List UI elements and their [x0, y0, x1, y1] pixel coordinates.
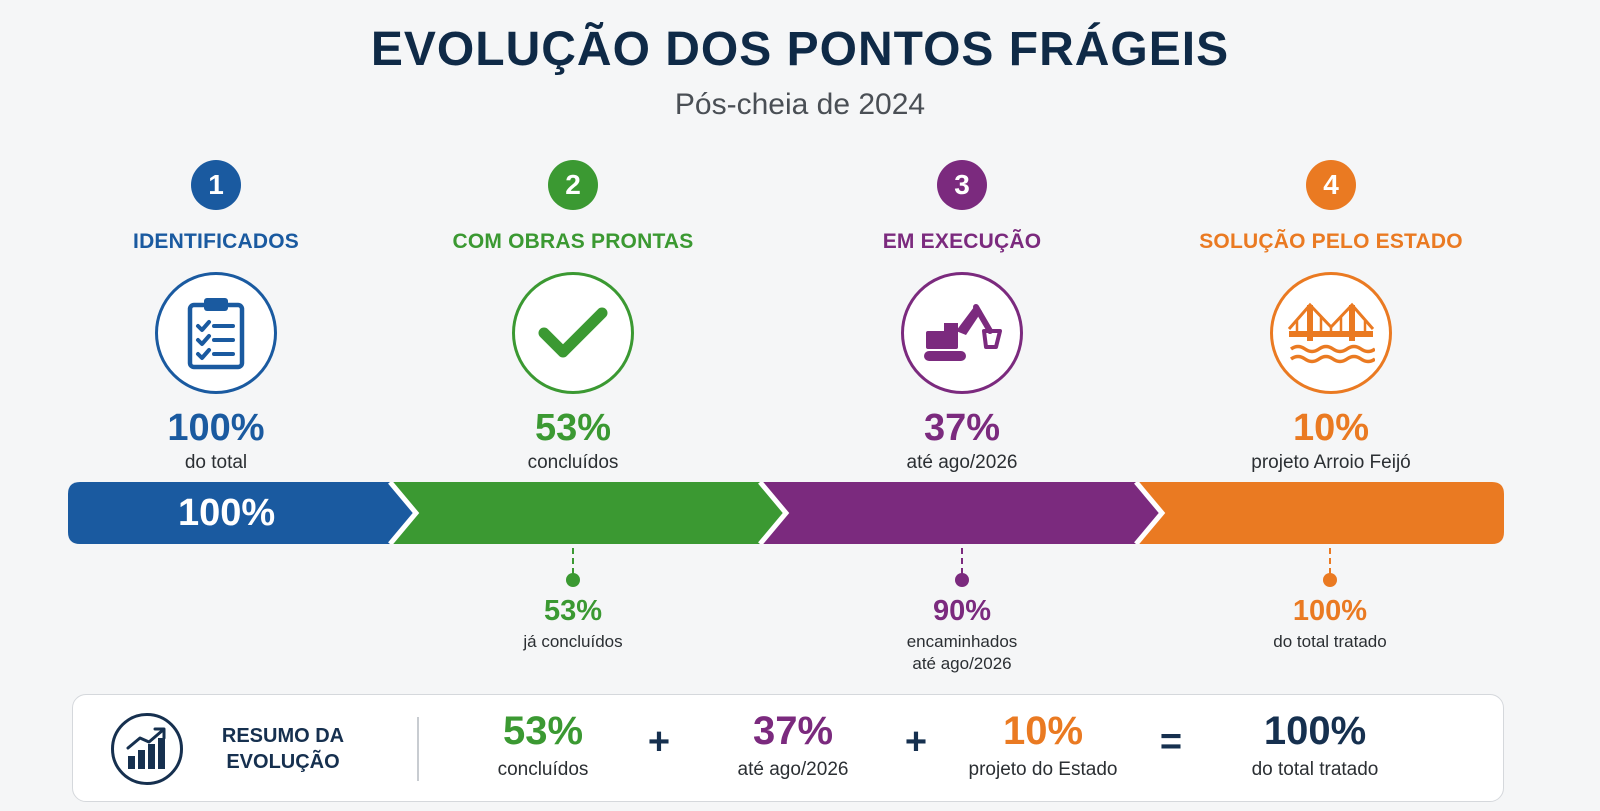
connector-encaminhados: 90% encaminhados até ago/2026: [862, 548, 1062, 675]
stage-identificados: 1 IDENTIFICADOS 100% do total: [36, 160, 396, 474]
stage-em-execucao: 3 EM EXECUÇÃO 37% até ago/2026: [782, 160, 1142, 474]
summary-item-total: 100% do total tratado: [1215, 709, 1415, 781]
stage-icon-circle: [901, 272, 1023, 394]
stage-label: IDENTIFICADOS: [133, 230, 299, 253]
connector-line: [1329, 548, 1331, 574]
stage-percent: 100%: [167, 407, 265, 449]
summary-label: do total tratado: [1251, 759, 1379, 780]
progress-bar-label: 100%: [178, 492, 276, 534]
connector-value: 53%: [543, 595, 603, 627]
connector-line: [572, 548, 574, 574]
summary-item-projeto-estado: 10% projeto do Estado: [943, 709, 1143, 781]
connector-label: do total tratado: [1273, 632, 1387, 651]
stage-percent: 53%: [534, 407, 612, 449]
stage-percent: 37%: [923, 407, 1001, 449]
growth-chart-icon: [126, 727, 166, 769]
clipboard-checklist-icon: [187, 298, 245, 370]
summary-icon-circle: [111, 713, 183, 785]
connector-line: [961, 548, 963, 574]
connector-label: encaminhados: [906, 632, 1018, 651]
summary-label: concluídos: [497, 759, 589, 780]
plus-operator: +: [647, 721, 671, 763]
page-title: EVOLUÇÃO DOS PONTOS FRÁGEIS: [370, 23, 1230, 76]
summary-divider: [417, 717, 419, 781]
bar-segment-blue: [68, 482, 416, 544]
connector-value: 90%: [932, 595, 992, 627]
connector-value: 100%: [1292, 595, 1368, 627]
stage-description: concluídos: [527, 452, 619, 473]
equals-operator: =: [1159, 721, 1183, 763]
stage-label: EM EXECUÇÃO: [882, 230, 1042, 253]
connector-concluidos: 53% já concluídos: [473, 548, 673, 653]
stage-number-badge: 2: [548, 160, 598, 210]
stage-number-badge: 4: [1306, 160, 1356, 210]
bridge-icon: [1287, 302, 1375, 364]
connector-dot: [1323, 573, 1337, 587]
connector-label-line2: até ago/2026: [912, 654, 1012, 673]
connector-dot: [955, 573, 969, 587]
checkmark-icon: [538, 307, 608, 358]
stage-number-badge: 1: [191, 160, 241, 210]
stage-label: SOLUÇÃO PELO ESTADO: [1199, 230, 1463, 253]
stage-percent: 10%: [1292, 407, 1370, 449]
excavator-icon: [924, 304, 1002, 361]
stage-label: COM OBRAS PRONTAS: [452, 230, 694, 253]
stage-number-badge: 3: [937, 160, 987, 210]
summary-title-line2: EVOLUÇÃO: [226, 751, 340, 773]
summary-value: 10%: [1002, 709, 1084, 753]
connector-dot: [566, 573, 580, 587]
summary-value: 37%: [752, 709, 834, 753]
plus-operator: +: [904, 721, 928, 763]
connector-total-tratado: 100% do total tratado: [1230, 548, 1430, 653]
stage-com-obras-prontas: 2 COM OBRAS PRONTAS 53% concluídos: [393, 160, 753, 474]
stage-description: projeto Arroio Feijó: [1251, 452, 1411, 473]
bar-segment-orange: [1134, 482, 1504, 544]
summary-item-concluidos: 53% concluídos: [443, 709, 643, 781]
stage-solucao-pelo-estado: 4 SOLUÇÃO PELO ESTADO 10% projeto Arroio…: [1151, 160, 1511, 474]
bar-segment-green: [388, 482, 786, 544]
bar-segment-purple: [758, 482, 1162, 544]
stage-description: do total: [184, 452, 248, 473]
stage-icon-circle: [155, 272, 277, 394]
stage-icon-circle: [1270, 272, 1392, 394]
summary-title-line1: RESUMO DA: [221, 725, 345, 747]
summary-item-ate-ago: 37% até ago/2026: [693, 709, 893, 781]
summary-value: 100%: [1263, 709, 1367, 753]
progress-arrow-bar: [68, 482, 1504, 544]
summary-value: 53%: [502, 709, 584, 753]
summary-title: RESUMO DA EVOLUÇÃO: [218, 723, 348, 775]
summary-panel: RESUMO DA EVOLUÇÃO 53% concluídos + 37% …: [72, 694, 1504, 802]
stage-icon-circle: [512, 272, 634, 394]
stage-description: até ago/2026: [906, 452, 1018, 473]
page-subtitle: Pós-cheia de 2024: [674, 88, 926, 121]
summary-label: até ago/2026: [737, 759, 849, 780]
summary-label: projeto do Estado: [968, 759, 1118, 780]
connector-label: já concluídos: [523, 632, 623, 651]
